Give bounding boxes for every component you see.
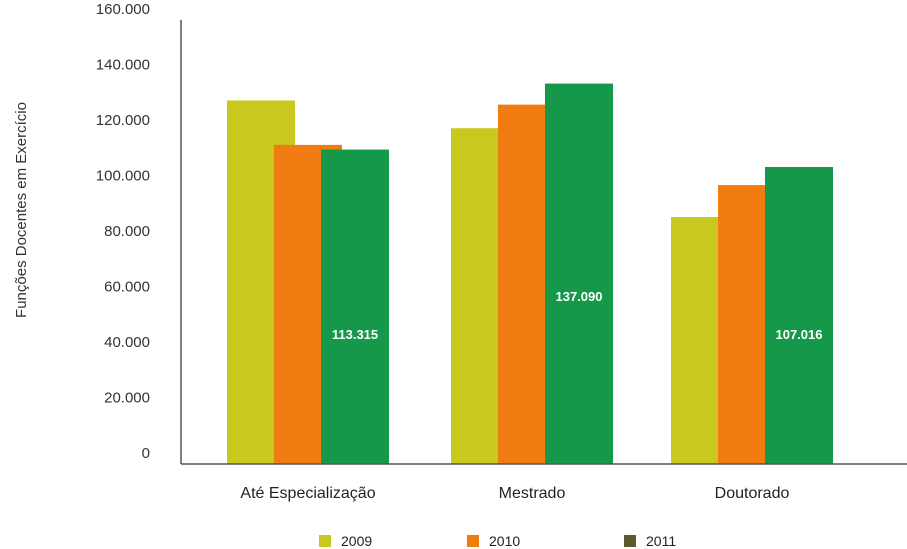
legend-swatch-2011 [624,535,636,547]
y-tick-label: 100.000 [96,168,150,185]
legend-label-2010: 2010 [489,533,520,549]
y-tick-label: 140.000 [96,57,150,74]
category-labels: Até Especialização Mestrado Doutorado [240,485,789,502]
category-label: Doutorado [715,485,790,502]
bar-2011-1 [545,83,613,464]
y-tick-label: 160.000 [96,1,150,18]
y-tick-label: 0 [142,445,150,462]
y-axis-ticks: 0 20.000 40.000 60.000 80.000 100.000 120.000 1… [96,1,150,462]
data-label: 107.016 [776,327,823,342]
bar-2011-2 [765,167,833,465]
y-tick-label: 120.000 [96,112,150,129]
y-tick-label: 80.000 [104,223,150,240]
category-label: Mestrado [499,485,566,502]
legend: 2009 2010 2011 [319,533,676,549]
category-label: Até Especialização [240,485,375,502]
legend-label-2009: 2009 [341,533,372,549]
bar-2011-0 [321,149,389,464]
legend-swatch-2010 [467,535,479,547]
y-tick-label: 60.000 [104,279,150,296]
data-labels-group: 113.315 137.090 107.016 [332,289,823,342]
data-label: 113.315 [332,327,378,342]
legend-swatch-2009 [319,535,331,547]
legend-label-2011: 2011 [646,533,676,549]
y-tick-label: 40.000 [104,334,150,351]
bars-group [227,83,833,465]
y-axis-title: Funções Docentes em Exercício [13,102,30,318]
data-label: 137.090 [556,289,603,304]
y-tick-label: 20.000 [104,390,150,407]
